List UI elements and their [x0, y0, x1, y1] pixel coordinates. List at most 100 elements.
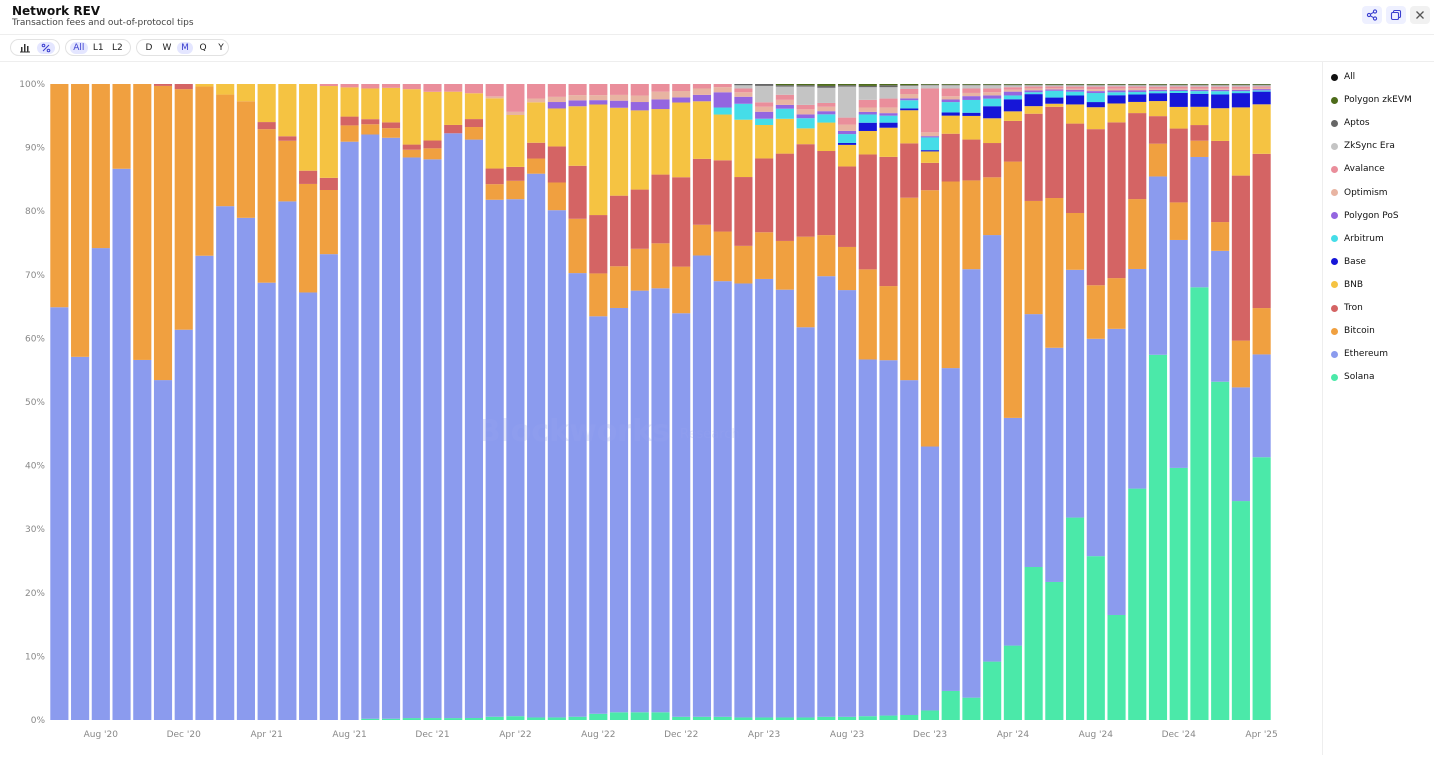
- bar-segment-bitcoin[interactable]: [423, 148, 442, 160]
- bar-segment-bnb[interactable]: [692, 101, 712, 159]
- bar-segment-optimism[interactable]: [1128, 88, 1147, 91]
- bar-segment-tron[interactable]: [1066, 123, 1085, 213]
- bar-segment-tron[interactable]: [734, 177, 753, 246]
- bar-segment-bitcoin[interactable]: [236, 101, 255, 218]
- bar-segment-bitcoin[interactable]: [796, 236, 815, 328]
- bar-segment-solana[interactable]: [1045, 581, 1064, 720]
- bar-segment-bitcoin[interactable]: [381, 128, 401, 138]
- bar-segment-base[interactable]: [941, 112, 960, 116]
- legend-item[interactable]: Tron: [1331, 301, 1363, 315]
- bar-segment-polygon-zkevm[interactable]: [1024, 84, 1043, 85]
- bar-segment-optimism[interactable]: [651, 91, 670, 100]
- bar-segment-bnb[interactable]: [589, 104, 608, 216]
- bar-segment-tron[interactable]: [547, 146, 566, 183]
- bar-segment-bnb[interactable]: [837, 144, 857, 167]
- bar-segment-polygon-pos[interactable]: [920, 136, 940, 138]
- bar-segment-bitcoin[interactable]: [361, 124, 380, 135]
- bar-segment-bnb[interactable]: [464, 93, 484, 120]
- bar-segment-zksync-era[interactable]: [734, 85, 753, 89]
- bar-segment-zksync-era[interactable]: [1148, 85, 1168, 87]
- bar-segment-polygon-zkevm[interactable]: [983, 84, 1002, 85]
- bar-segment-avalance[interactable]: [817, 102, 836, 107]
- bar-segment-ethereum[interactable]: [817, 276, 836, 717]
- bar-segment-arbitrum[interactable]: [941, 102, 960, 113]
- bar-segment-avalance[interactable]: [775, 94, 794, 100]
- bar-segment-avalance[interactable]: [464, 84, 484, 94]
- bar-segment-zksync-era[interactable]: [1003, 85, 1022, 88]
- bar-segment-bnb[interactable]: [609, 107, 629, 196]
- bar-segment-polygon-zkevm[interactable]: [817, 84, 836, 86]
- bar-segment-ethereum[interactable]: [547, 210, 566, 718]
- bar-segment-optimism[interactable]: [506, 111, 525, 115]
- bar-segment-aptos[interactable]: [1086, 84, 1105, 86]
- bar-segment-polygon-pos[interactable]: [1190, 89, 1209, 92]
- bar-segment-ethereum[interactable]: [941, 368, 960, 691]
- bar-segment-bitcoin[interactable]: [112, 84, 131, 169]
- bar-segment-avalance[interactable]: [547, 84, 566, 97]
- bar-segment-optimism[interactable]: [775, 99, 794, 105]
- bar-segment-base[interactable]: [962, 112, 981, 116]
- bar-segment-avalance[interactable]: [1252, 86, 1271, 88]
- bar-segment-bnb[interactable]: [651, 109, 670, 175]
- bar-segment-polygon-pos[interactable]: [1169, 89, 1188, 91]
- bar-segment-ethereum[interactable]: [464, 139, 484, 719]
- bar-segment-arbitrum[interactable]: [920, 137, 940, 151]
- legend-item[interactable]: Base: [1331, 255, 1366, 269]
- bar-segment-avalance[interactable]: [1086, 86, 1105, 90]
- bar-segment-solana[interactable]: [361, 718, 380, 720]
- bar-segment-aptos[interactable]: [1211, 84, 1230, 86]
- bar-segment-ethereum[interactable]: [1148, 176, 1168, 355]
- bar-segment-ethereum[interactable]: [1107, 328, 1126, 615]
- bar-segment-solana[interactable]: [381, 718, 401, 720]
- bar-segment-bitcoin[interactable]: [1169, 202, 1188, 240]
- bar-segment-ethereum[interactable]: [381, 137, 401, 719]
- bar-segment-base[interactable]: [1107, 95, 1126, 104]
- bar-segment-polygon-pos[interactable]: [1107, 90, 1126, 93]
- bar-segment-solana[interactable]: [589, 713, 608, 720]
- bar-segment-bnb[interactable]: [547, 108, 566, 147]
- bar-segment-bnb[interactable]: [734, 119, 753, 178]
- legend-item[interactable]: Polygon zkEVM: [1331, 93, 1412, 107]
- bar-segment-avalance[interactable]: [900, 89, 919, 94]
- bar-segment-bitcoin[interactable]: [692, 224, 712, 256]
- bar-segment-zksync-era[interactable]: [1211, 85, 1230, 87]
- bar-segment-polygon-pos[interactable]: [837, 130, 857, 135]
- bar-segment-arbitrum[interactable]: [1045, 90, 1064, 98]
- bar-segment-polygon-zkevm[interactable]: [1128, 84, 1147, 85]
- bar-segment-ethereum[interactable]: [796, 327, 815, 718]
- bar-segment-tron[interactable]: [837, 166, 857, 247]
- bar-segment-ethereum[interactable]: [423, 159, 442, 719]
- bar-segment-aptos[interactable]: [837, 85, 857, 87]
- bar-segment-aptos[interactable]: [1024, 84, 1043, 86]
- bar-segment-avalance[interactable]: [920, 88, 940, 133]
- bar-segment-avalance[interactable]: [485, 84, 504, 97]
- bar-segment-tron[interactable]: [1148, 116, 1168, 144]
- bar-segment-solana[interactable]: [858, 716, 877, 720]
- bar-segment-tron[interactable]: [1107, 122, 1126, 279]
- bar-segment-bnb[interactable]: [340, 87, 359, 117]
- bar-segment-optimism[interactable]: [920, 132, 940, 137]
- bar-segment-polygon-zkevm[interactable]: [1086, 84, 1105, 85]
- bar-segment-optimism[interactable]: [713, 87, 732, 93]
- bar-segment-ethereum[interactable]: [299, 292, 318, 720]
- bar-segment-bitcoin[interactable]: [630, 248, 649, 291]
- bar-segment-arbitrum[interactable]: [734, 103, 753, 120]
- bar-segment-bitcoin[interactable]: [1086, 285, 1105, 339]
- bar-segment-ethereum[interactable]: [216, 206, 235, 720]
- bar-segment-arbitrum[interactable]: [879, 115, 898, 123]
- bar-segment-zksync-era[interactable]: [775, 86, 794, 95]
- bar-segment-arbitrum[interactable]: [1024, 92, 1043, 95]
- bar-segment-bitcoin[interactable]: [174, 89, 193, 330]
- bar-segment-polygon-pos[interactable]: [1024, 90, 1043, 93]
- bar-segment-bnb[interactable]: [941, 115, 960, 134]
- bar-segment-bitcoin[interactable]: [257, 129, 276, 283]
- bar-segment-optimism[interactable]: [589, 95, 608, 101]
- bar-segment-optimism[interactable]: [900, 94, 919, 99]
- bar-segment-polygon-pos[interactable]: [1231, 89, 1250, 92]
- legend-item[interactable]: Arbitrum: [1331, 232, 1384, 246]
- bar-segment-bnb[interactable]: [278, 84, 297, 137]
- bar-segment-ethereum[interactable]: [734, 283, 753, 718]
- bar-segment-bnb[interactable]: [1190, 106, 1209, 126]
- bar-segment-polygon-pos[interactable]: [1003, 91, 1022, 96]
- bar-segment-arbitrum[interactable]: [1169, 91, 1188, 93]
